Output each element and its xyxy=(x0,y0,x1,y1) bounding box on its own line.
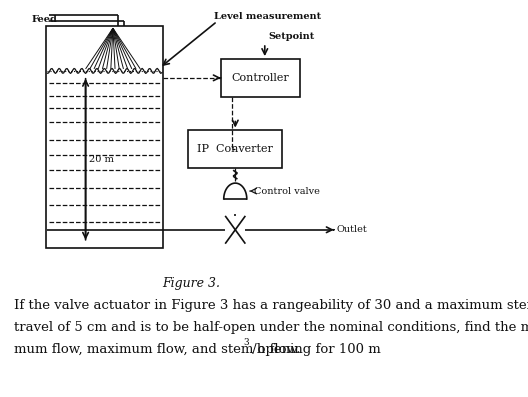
Text: travel of 5 cm and is to be half-open under the nominal conditions, find the min: travel of 5 cm and is to be half-open un… xyxy=(14,321,528,334)
Bar xyxy=(221,59,300,97)
Text: 20 m: 20 m xyxy=(89,155,114,164)
Bar xyxy=(188,131,282,168)
Text: Control valve: Control valve xyxy=(254,187,320,196)
Text: Figure 3.: Figure 3. xyxy=(163,278,220,291)
Text: Setpoint: Setpoint xyxy=(268,32,315,40)
Bar xyxy=(46,26,163,248)
Text: Controller: Controller xyxy=(232,73,289,83)
Text: Level measurement: Level measurement xyxy=(214,12,321,21)
Text: /h flow.: /h flow. xyxy=(248,343,301,356)
Text: Outlet: Outlet xyxy=(336,225,367,234)
Text: mum flow, maximum flow, and stem opening for 100 m: mum flow, maximum flow, and stem opening… xyxy=(14,343,381,356)
Text: Feed: Feed xyxy=(32,15,58,24)
Text: IP  Converter: IP Converter xyxy=(197,145,273,154)
Text: If the valve actuator in Figure 3 has a rangeability of 30 and a maximum stem: If the valve actuator in Figure 3 has a … xyxy=(14,299,528,312)
Text: 3: 3 xyxy=(243,338,249,347)
